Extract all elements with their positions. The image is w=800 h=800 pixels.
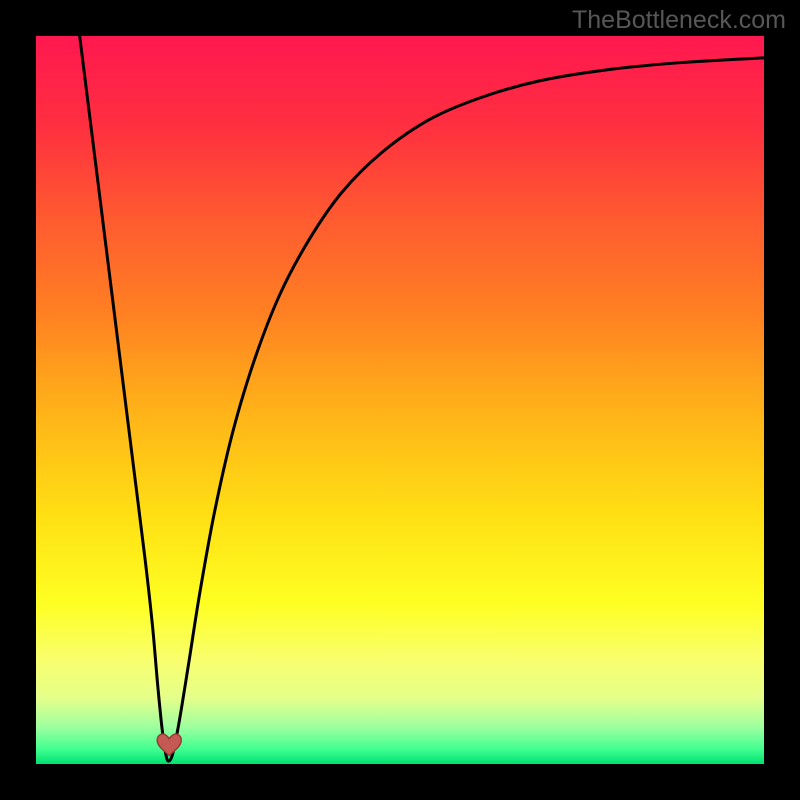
bottleneck-curve-chart [0, 0, 800, 800]
gradient-background [36, 36, 764, 764]
plot-area [0, 0, 800, 800]
chart-container: { "watermark": { "text": "TheBottleneck.… [0, 0, 800, 800]
